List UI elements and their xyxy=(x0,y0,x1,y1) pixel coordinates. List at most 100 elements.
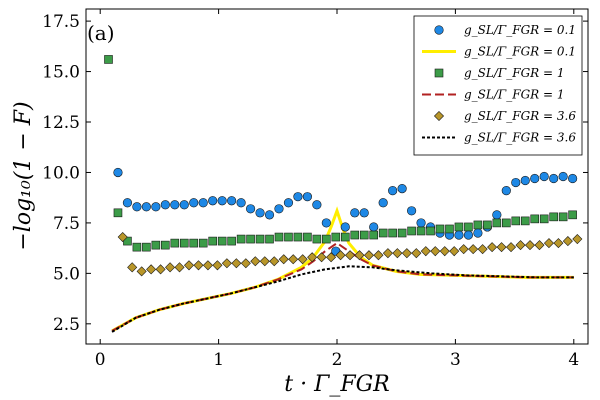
data-point-diamond xyxy=(506,242,517,253)
legend-entry-label: g_SL/Γ_FGR = 1 xyxy=(464,88,565,102)
data-point-circle xyxy=(321,218,331,228)
data-point-square xyxy=(217,236,227,246)
data-point-circle xyxy=(264,210,275,220)
data-point-square xyxy=(483,220,492,230)
data-point-circle xyxy=(227,196,237,206)
legend-entry-label: g_SL/Γ_FGR = 3.6 xyxy=(464,109,576,123)
data-point-circle xyxy=(520,175,530,186)
data-point-square xyxy=(511,216,521,226)
data-point-diamond xyxy=(363,250,374,261)
data-point-square xyxy=(539,214,549,224)
x-tick-label: 1 xyxy=(213,350,224,370)
data-point-diamond xyxy=(288,254,299,265)
data-point-square xyxy=(378,228,388,238)
y-tick-label: 7.5 xyxy=(53,214,80,234)
legend-items: g_SL/Γ_FGR = 0.1 g_SL/Γ_FGR = 0.1 g_SL/Γ_F… xyxy=(422,23,576,145)
y-tick-label: 10.0 xyxy=(42,163,80,183)
data-point-diamond xyxy=(183,260,195,271)
data-point-diamond xyxy=(174,262,185,273)
data-point-circle xyxy=(492,210,502,220)
data-point-circle xyxy=(122,198,133,208)
data-point-diamond xyxy=(515,240,526,251)
ticks-layer: 0 1 2 3 4 2.5 5.0 7.5 10.0 12.5 15.0 17.5 xyxy=(42,9,588,370)
data-point-circle xyxy=(350,208,360,218)
data-point-diamond xyxy=(534,240,545,251)
series-line-5 xyxy=(111,265,574,333)
data-point-square xyxy=(274,232,284,242)
data-point-diamond xyxy=(326,252,337,263)
data-point-circle xyxy=(113,167,123,178)
data-point-circle xyxy=(340,222,350,232)
data-point-square xyxy=(331,232,341,242)
data-point-circle xyxy=(283,198,294,208)
data-point-diamond xyxy=(449,246,460,257)
data-point-circle xyxy=(416,218,426,228)
data-point-circle xyxy=(473,228,483,238)
data-point-square xyxy=(142,242,151,252)
y-axis-label: −log₁₀(1 − F) xyxy=(11,101,36,250)
data-point-square xyxy=(520,216,530,226)
data-point-circle xyxy=(549,173,559,184)
data-point-square xyxy=(104,55,113,64)
data-point-square xyxy=(502,218,511,228)
data-point-square xyxy=(170,238,180,248)
legend-entry-label: g_SL/Γ_FGR = 0.1 xyxy=(464,23,576,37)
data-point-circle xyxy=(236,198,246,208)
legend-entry-label: g_SL/Γ_FGR = 3.6 xyxy=(464,131,576,145)
data-point-circle xyxy=(274,204,284,214)
data-point-diamond xyxy=(496,242,507,253)
data-point-diamond xyxy=(136,266,147,277)
data-point-square xyxy=(350,230,360,240)
data-point-circle xyxy=(302,192,313,202)
legend-box xyxy=(413,15,583,156)
data-point-diamond xyxy=(344,250,356,261)
data-point-diamond xyxy=(553,238,564,249)
legend-entry-label: g_SL/Γ_FGR = 1 xyxy=(464,66,565,80)
y-tick-label: 5.0 xyxy=(53,264,80,284)
data-point-circle xyxy=(208,196,218,206)
data-point-square xyxy=(435,224,445,234)
legend-entry-label: g_SL/Γ_FGR = 0.1 xyxy=(464,45,576,59)
data-point-square xyxy=(132,242,142,252)
data-point-diamond xyxy=(392,248,403,259)
data-point-diamond xyxy=(316,252,327,263)
data-point-circle xyxy=(511,177,521,188)
data-point-diamond xyxy=(240,258,251,269)
data-point-circle xyxy=(397,184,407,194)
data-point-diamond xyxy=(269,256,280,267)
data-point-square xyxy=(312,234,322,244)
data-point-square xyxy=(445,224,454,234)
data-point-circle xyxy=(160,200,170,210)
data-point-circle xyxy=(568,173,578,184)
data-point-square xyxy=(397,228,407,238)
data-point-square xyxy=(388,228,397,238)
data-point-diamond xyxy=(212,260,223,271)
data-point-diamond xyxy=(430,246,441,257)
data-point-diamond xyxy=(127,262,138,273)
data-point-square xyxy=(198,238,208,248)
series-line-3 xyxy=(111,241,574,332)
x-tick-label: 3 xyxy=(450,350,461,370)
data-point-diamond xyxy=(487,242,498,253)
data-point-diamond xyxy=(117,232,128,243)
data-point-diamond xyxy=(354,250,365,261)
y-tick-label: 2.5 xyxy=(53,315,80,335)
data-point-circle xyxy=(388,186,398,196)
data-point-diamond xyxy=(439,246,450,257)
data-point-square xyxy=(322,234,331,244)
data-point-circle xyxy=(406,206,417,216)
data-point-square xyxy=(530,214,540,224)
data-point-square xyxy=(464,222,473,232)
data-point-circle xyxy=(369,222,379,232)
data-point-square xyxy=(549,212,558,222)
data-point-square xyxy=(407,226,416,236)
data-point-square xyxy=(284,232,293,242)
data-point-square xyxy=(568,210,577,220)
data-point-diamond xyxy=(468,244,479,255)
data-point-square xyxy=(492,218,502,228)
data-point-square xyxy=(208,236,217,246)
series-layer xyxy=(104,55,583,333)
x-tick-label: 4 xyxy=(568,350,579,370)
data-point-diamond xyxy=(562,236,573,247)
